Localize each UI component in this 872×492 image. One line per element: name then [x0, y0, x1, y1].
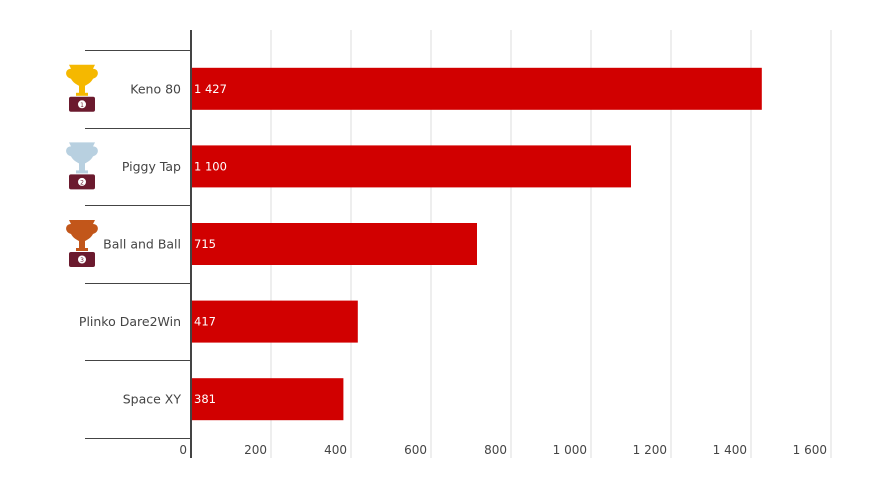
x-tick-label: 600 — [404, 443, 427, 457]
svg-text:1: 1 — [80, 102, 84, 109]
x-tick-label: 1 600 — [793, 443, 827, 457]
x-tick-label: 400 — [324, 443, 347, 457]
x-tick-label: 1 400 — [713, 443, 747, 457]
bar — [191, 378, 344, 421]
bar-value-label: 1 427 — [194, 82, 227, 96]
svg-text:2: 2 — [80, 179, 84, 186]
category-label: Plinko Dare2Win — [79, 314, 181, 329]
bar-value-label: 381 — [194, 392, 216, 406]
bar — [191, 223, 477, 265]
x-tick-label: 200 — [244, 443, 267, 457]
bar-value-label: 1 100 — [194, 159, 227, 173]
x-tick-label: 1 000 — [553, 443, 587, 457]
gold-trophy-icon: 1 — [66, 64, 98, 112]
silver-trophy-icon: 2 — [66, 142, 98, 190]
category-label: Space XY — [123, 392, 182, 407]
x-tick-label: 800 — [484, 443, 507, 457]
x-tick-label: 0 — [179, 443, 187, 457]
bar — [191, 300, 358, 343]
category-label: Keno 80 — [130, 81, 181, 96]
category-label: Ball and Ball — [103, 237, 181, 252]
bar — [191, 67, 762, 110]
bar-value-label: 417 — [194, 315, 216, 329]
bar — [191, 145, 631, 188]
x-tick-label: 1 200 — [633, 443, 667, 457]
svg-text:3: 3 — [80, 257, 84, 264]
bar-value-label: 715 — [194, 237, 216, 251]
category-label: Piggy Tap — [122, 159, 181, 174]
bronze-trophy-icon: 3 — [66, 220, 98, 267]
